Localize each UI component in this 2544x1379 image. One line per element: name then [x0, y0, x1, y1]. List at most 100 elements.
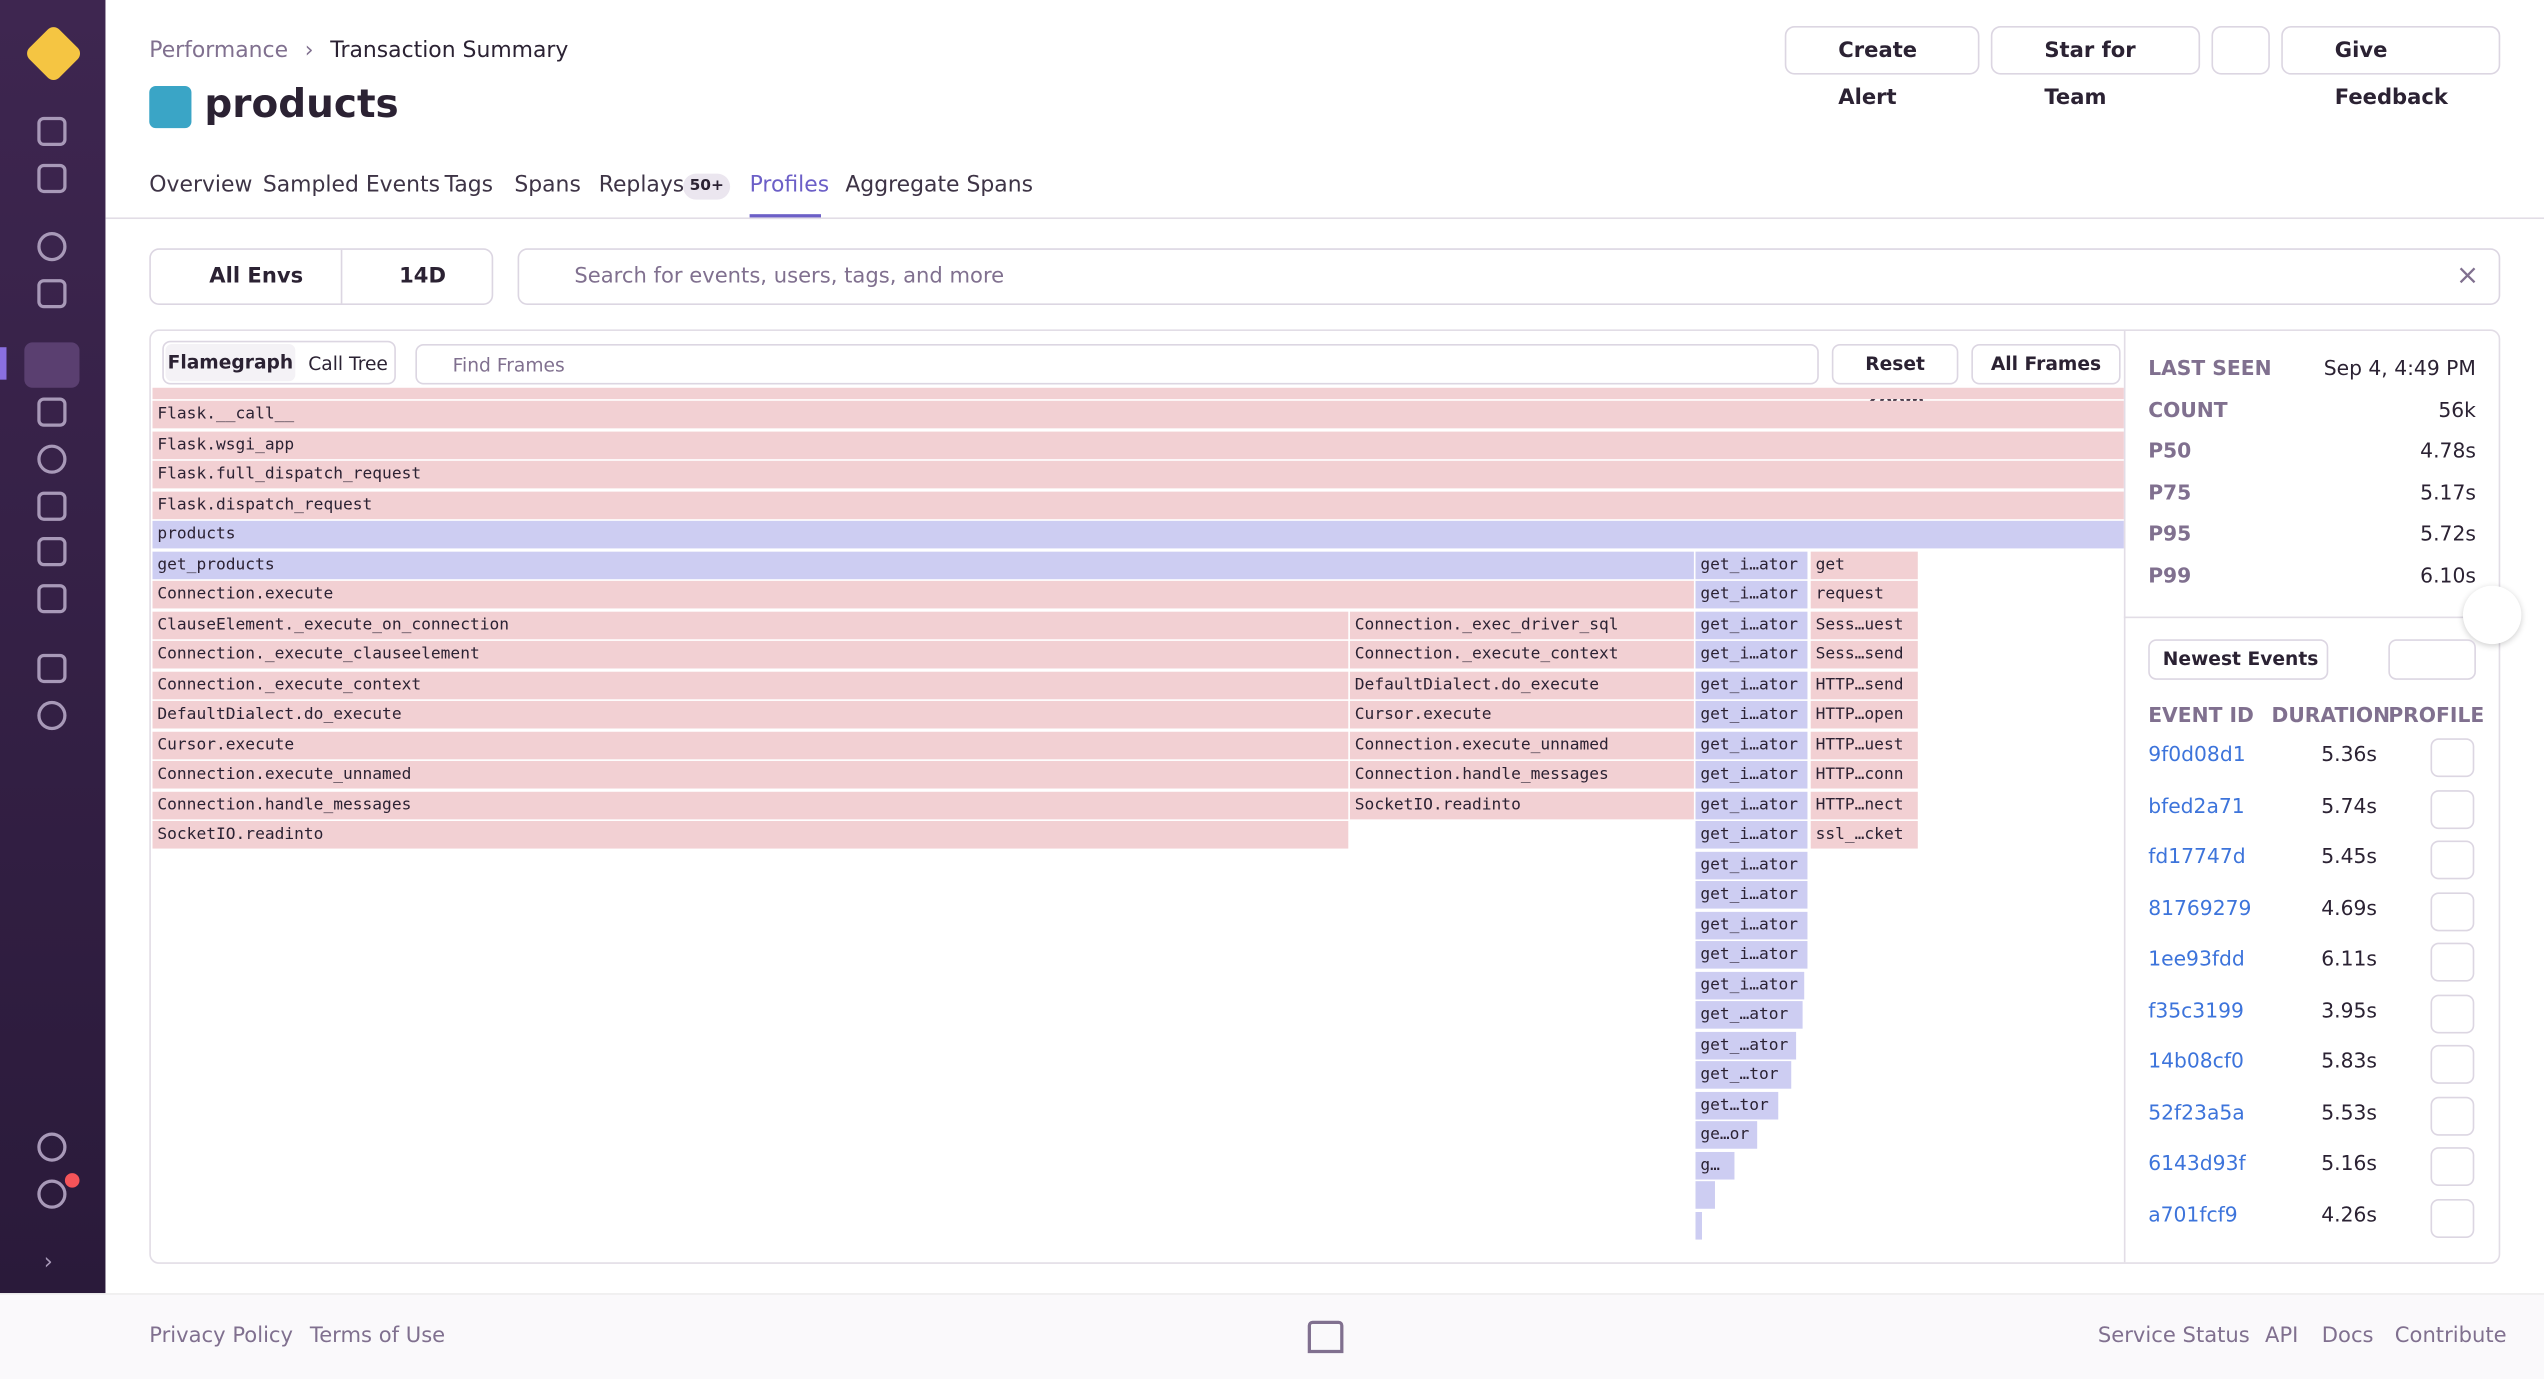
search-bar[interactable]: Search for events, users, tags, and more…: [517, 248, 2501, 306]
nav-icon[interactable]: [37, 491, 67, 521]
find-frames[interactable]: Find Frames: [415, 343, 1819, 385]
frame[interactable]: products: [152, 520, 2124, 549]
frame[interactable]: get_i…ator: [1695, 911, 1808, 939]
frame[interactable]: Cursor.execute: [152, 730, 1349, 759]
profile-link[interactable]: [2430, 1044, 2475, 1084]
frame[interactable]: Connection.execute_unnamed: [152, 760, 1349, 789]
frame[interactable]: get_i…ator: [1695, 550, 1808, 579]
frame[interactable]: Flask.__call__: [152, 400, 2124, 429]
collapse[interactable]: ›: [43, 1249, 53, 1276]
profile-link[interactable]: [2430, 1198, 2475, 1238]
event-id[interactable]: 9f0d08d1: [2148, 741, 2246, 766]
star-for-team[interactable]: Star for Team: [1990, 25, 2201, 110]
frame[interactable]: HTTP…nect: [1810, 790, 1918, 819]
profile-link[interactable]: [2430, 738, 2475, 778]
nav-icon[interactable]: [37, 444, 67, 474]
clear[interactable]: ×: [2456, 259, 2480, 293]
event-id[interactable]: 1ee93fdd: [2148, 945, 2245, 971]
nav-icon[interactable]: [37, 397, 67, 427]
footer-link[interactable]: API: [2265, 1323, 2299, 1349]
tab-active[interactable]: Profiles: [749, 171, 830, 198]
sort-select[interactable]: Newest Events: [2148, 639, 2329, 680]
frame[interactable]: get_i…ator: [1695, 700, 1808, 729]
profile-link[interactable]: [2430, 891, 2475, 931]
frame[interactable]: Connection._exec_driver_sql: [1349, 610, 1694, 639]
frame[interactable]: Cursor.execute: [1349, 700, 1694, 729]
nav-icon[interactable]: [37, 700, 67, 731]
frame[interactable]: get_i…ator: [1695, 640, 1808, 669]
event-id[interactable]: 52f23a5a: [2148, 1099, 2245, 1124]
frame[interactable]: get_…ator: [1695, 1031, 1797, 1059]
frame[interactable]: get_i…ator: [1695, 730, 1808, 759]
event-id[interactable]: f35c3199: [2148, 997, 2244, 1022]
help-icon[interactable]: [37, 1132, 67, 1162]
frame[interactable]: [1695, 1211, 1703, 1239]
frame[interactable]: get_i…ator: [1695, 851, 1808, 879]
frame[interactable]: g…: [1695, 1151, 1735, 1179]
frame[interactable]: ge…or: [1695, 1121, 1758, 1149]
frame[interactable]: Flask.dispatch_request: [152, 490, 2124, 519]
frame[interactable]: DefaultDialect.do_execute: [152, 700, 1349, 729]
frame[interactable]: request: [1810, 580, 1918, 609]
frame[interactable]: Connection.execute: [152, 580, 1694, 609]
frame[interactable]: Sess…send: [1810, 640, 1918, 669]
frame[interactable]: Connection.handle_messages: [1349, 760, 1694, 789]
nav-icon[interactable]: [37, 537, 67, 567]
nav-icon[interactable]: [37, 584, 67, 614]
breadcrumb-link[interactable]: Performance: [149, 37, 289, 64]
profile-link[interactable]: [2430, 789, 2475, 829]
frame[interactable]: Connection.execute_unnamed: [1349, 730, 1694, 759]
nav-icon[interactable]: [37, 163, 67, 194]
profile-link[interactable]: [2430, 840, 2475, 880]
frame[interactable]: Sess…uest: [1810, 610, 1918, 639]
frame[interactable]: Connection._execute_clauseelement: [152, 640, 1349, 669]
footer-link[interactable]: Docs: [2321, 1323, 2374, 1349]
footer-link[interactable]: Terms of Use: [309, 1323, 446, 1349]
env-filter[interactable]: All Envs: [209, 264, 304, 289]
flamegraph[interactable]: Flask.__call__ Flask.wsgi_app Flask.full_d…: [151, 331, 2124, 1262]
tab[interactable]: Tags: [444, 171, 494, 198]
nav-active[interactable]: [24, 342, 80, 388]
pager[interactable]: [2388, 639, 2476, 680]
frame[interactable]: get_…tor: [1695, 1061, 1792, 1089]
frame[interactable]: [1695, 1181, 1715, 1209]
frame[interactable]: HTTP…conn: [1810, 760, 1918, 789]
event-id[interactable]: 81769279: [2148, 894, 2252, 920]
view[interactable]: Call Tree: [308, 352, 388, 375]
frame[interactable]: Flask.wsgi_app: [152, 430, 2124, 459]
frame[interactable]: get_i…ator: [1695, 941, 1808, 969]
frame[interactable]: Connection.handle_messages: [152, 790, 1349, 819]
frames-filter[interactable]: All Frames: [1971, 343, 2121, 385]
frame[interactable]: get_i…ator: [1695, 820, 1808, 849]
create-alert[interactable]: Create Alert: [1784, 25, 1980, 110]
profile-link[interactable]: [2430, 942, 2475, 982]
frame[interactable]: HTTP…open: [1810, 700, 1918, 729]
event-id[interactable]: fd17747d: [2148, 843, 2246, 869]
event-id[interactable]: 6143d93f: [2148, 1150, 2246, 1175]
frame[interactable]: ClauseElement._execute_on_connection: [152, 610, 1349, 639]
tab[interactable]: Overview: [149, 171, 253, 198]
event-id[interactable]: bfed2a71: [2148, 792, 2245, 817]
profile-link[interactable]: [2430, 993, 2475, 1033]
frame[interactable]: get_products: [152, 550, 1694, 579]
broadcast-icon[interactable]: [37, 1179, 67, 1209]
frame[interactable]: Connection._execute_context: [152, 670, 1349, 699]
frame[interactable]: DefaultDialect.do_execute: [1349, 670, 1694, 699]
frame[interactable]: SocketIO.readinto: [1349, 790, 1694, 819]
nav-icon[interactable]: [37, 116, 67, 147]
give-feedback[interactable]: Give Feedback: [2281, 25, 2501, 110]
frame[interactable]: Connection._execute_context: [1349, 640, 1694, 669]
tab[interactable]: Aggregate Spans: [845, 171, 1034, 198]
frame[interactable]: HTTP…uest: [1810, 730, 1918, 759]
logo[interactable]: [23, 23, 84, 84]
nav-icon[interactable]: [37, 279, 67, 309]
frame[interactable]: get_i…ator: [1695, 881, 1808, 909]
event-id[interactable]: a701fcf9: [2148, 1201, 2238, 1226]
frame[interactable]: [152, 387, 2124, 400]
tab[interactable]: Spans: [514, 171, 581, 198]
event-id[interactable]: 14b08cf0: [2148, 1048, 2244, 1073]
frame[interactable]: get_i…ator: [1695, 971, 1805, 999]
frame[interactable]: ssl_…cket: [1810, 820, 1918, 849]
profile-link[interactable]: [2430, 1095, 2475, 1135]
nav-icon[interactable]: [37, 653, 67, 684]
